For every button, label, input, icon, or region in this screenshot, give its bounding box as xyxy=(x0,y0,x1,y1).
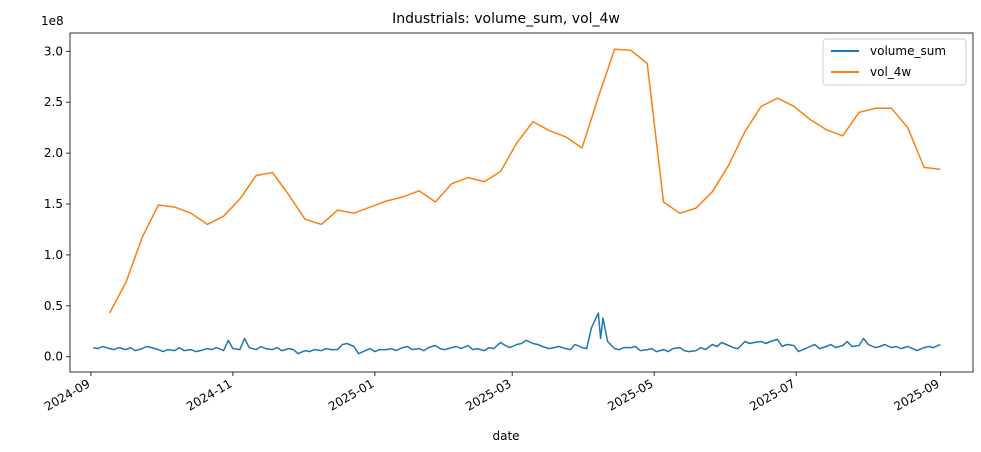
x-tick-label: 2024-11 xyxy=(184,376,234,413)
y-tick-label: 0.0 xyxy=(44,350,63,364)
chart-title: Industrials: volume_sum, vol_4w xyxy=(392,11,620,27)
legend-label-vol_4w: vol_4w xyxy=(870,65,911,79)
x-axis-label: date xyxy=(492,429,519,443)
plot-area xyxy=(93,48,941,355)
x-tick-label: 2025-05 xyxy=(605,376,655,413)
x-tick-label: 2025-03 xyxy=(463,376,513,413)
legend-label-volume_sum: volume_sum xyxy=(870,44,946,58)
plot-frame xyxy=(69,32,974,373)
x-axis: 2024-09 2024-11 2025-01 2025-03 2025-05 2025-… xyxy=(42,372,942,414)
y-tick-label: 1.0 xyxy=(44,248,63,262)
x-tick-label: 2025-07 xyxy=(747,376,797,413)
y-offset-label: 1e8 xyxy=(41,14,64,28)
y-axis: 0.0 0.5 1.0 1.5 2.0 2.5 3.0 xyxy=(44,44,70,364)
series-line-vol_4w xyxy=(108,48,941,314)
series-line-volume_sum xyxy=(93,312,941,355)
x-tick-label: 2025-01 xyxy=(326,376,376,413)
y-tick-label: 3.0 xyxy=(44,44,63,58)
y-tick-label: 0.5 xyxy=(44,299,63,313)
x-tick-label: 2024-09 xyxy=(42,376,92,413)
legend: volume_sum vol_4w xyxy=(822,38,967,86)
y-tick-label: 2.0 xyxy=(44,146,63,160)
y-tick-label: 1.5 xyxy=(44,197,63,211)
y-tick-label: 2.5 xyxy=(44,95,63,109)
x-tick-label: 2025-09 xyxy=(891,376,941,413)
